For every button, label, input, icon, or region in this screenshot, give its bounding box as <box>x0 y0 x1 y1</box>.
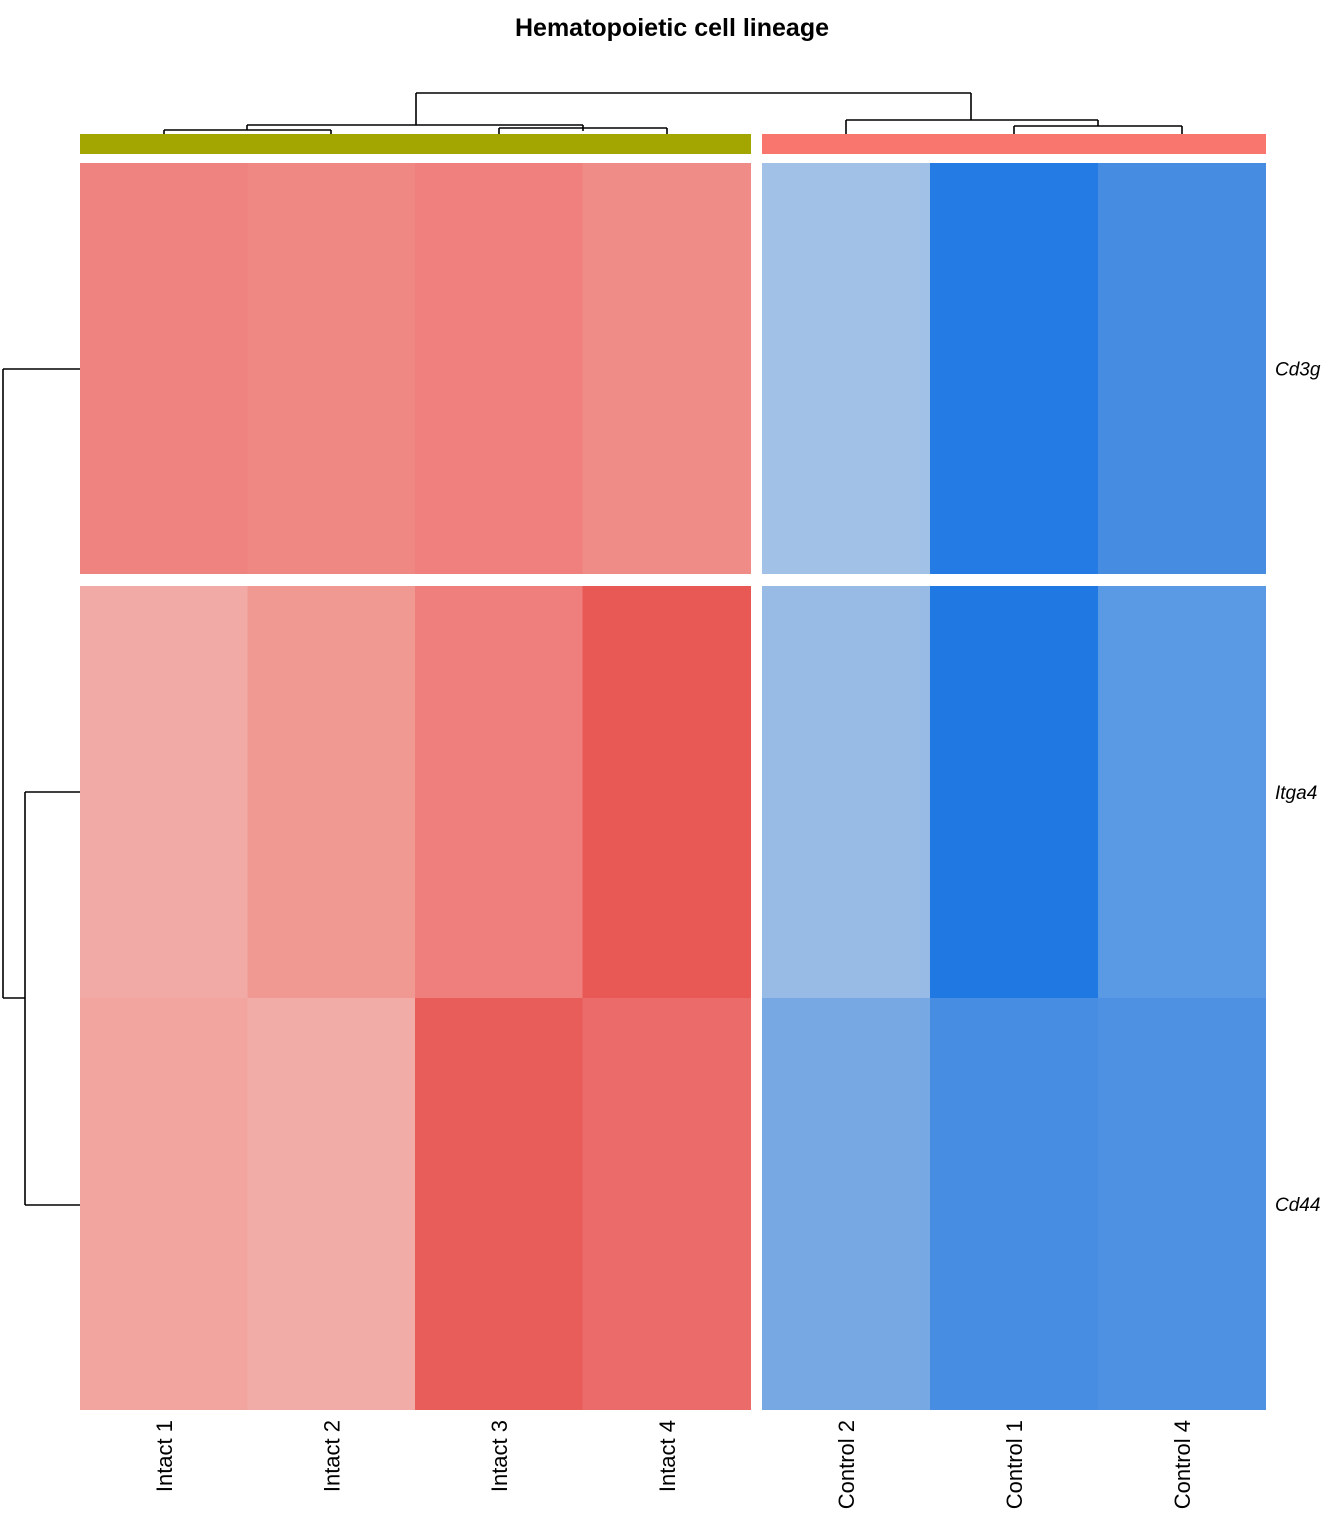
heatmap-cell <box>415 586 583 998</box>
row-label: Itga4 <box>1275 783 1317 804</box>
chart-title: Hematopoietic cell lineage <box>515 14 829 42</box>
heatmap-cell <box>582 163 751 574</box>
heatmap-cell <box>762 163 930 574</box>
heatmap-cell <box>582 998 751 1410</box>
column-label: Control 2 <box>834 1420 859 1509</box>
group-bar-2 <box>762 134 1266 154</box>
heatmap-cell <box>930 586 1098 998</box>
heatmap-cell <box>80 586 248 998</box>
heatmap-cell <box>247 586 415 998</box>
column-label: Control 4 <box>1170 1420 1195 1509</box>
heatmap-cell <box>1098 586 1266 998</box>
heatmap-cell <box>762 586 930 998</box>
row-labels: Cd3g Itga4 Cd44 <box>1275 360 1321 1217</box>
heatmap-cell <box>415 163 583 574</box>
column-label: Intact 2 <box>319 1420 344 1492</box>
column-label: Control 1 <box>1002 1420 1027 1509</box>
heatmap-cell <box>582 586 751 998</box>
column-label: Intact 1 <box>152 1420 177 1492</box>
row-label: Cd3g <box>1275 360 1321 381</box>
heatmap-cell <box>1098 998 1266 1410</box>
heatmap-cell <box>247 163 415 574</box>
column-label: Intact 4 <box>655 1420 680 1492</box>
heatmap-cell <box>930 998 1098 1410</box>
group-bar-1 <box>80 134 751 154</box>
heatmap-cells <box>80 163 1266 1410</box>
heatmap-cell <box>930 163 1098 574</box>
heatmap-cell <box>1098 163 1266 574</box>
column-labels: Intact 1 Intact 2 Intact 3 Intact 4 Control … <box>152 1420 1195 1509</box>
heatmap-cell <box>80 998 248 1410</box>
heatmap-cell <box>415 998 583 1410</box>
heatmap-cell <box>80 163 248 574</box>
column-group-annotation <box>80 134 1266 154</box>
row-dendrogram <box>2 368 80 1206</box>
row-label: Cd44 <box>1275 1195 1320 1216</box>
column-dendrogram <box>163 92 1183 134</box>
heatmap-cell <box>762 998 930 1410</box>
heatmap-cell <box>247 998 415 1410</box>
column-label: Intact 3 <box>487 1420 512 1492</box>
